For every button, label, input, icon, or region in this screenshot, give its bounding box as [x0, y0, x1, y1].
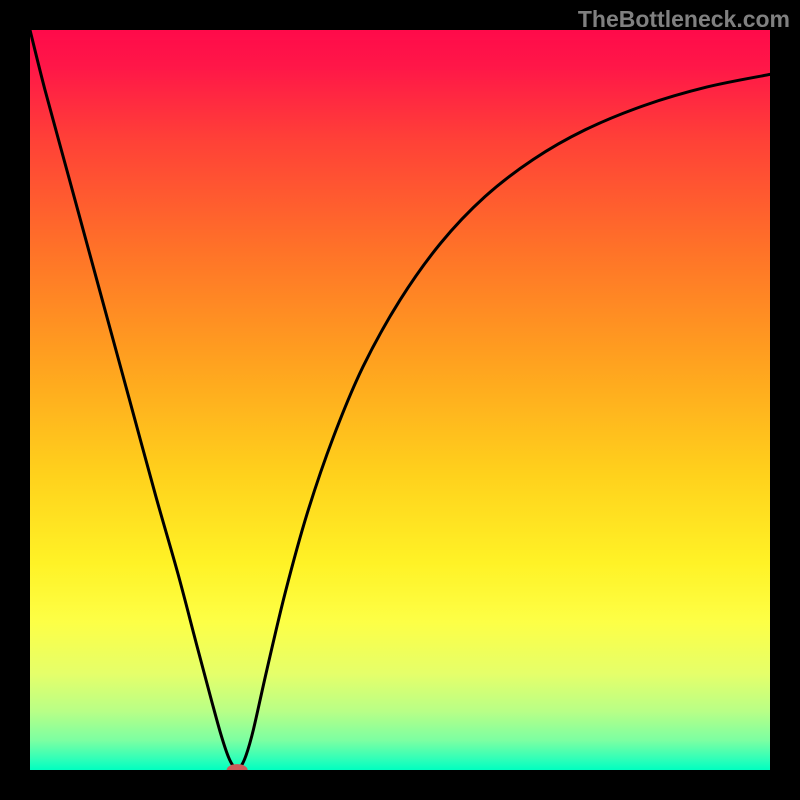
plot-area — [30, 30, 770, 770]
watermark-text: TheBottleneck.com — [578, 6, 790, 33]
chart-frame: TheBottleneck.com — [0, 0, 800, 800]
bottleneck-curve — [30, 30, 770, 770]
minimum-marker — [227, 764, 248, 770]
